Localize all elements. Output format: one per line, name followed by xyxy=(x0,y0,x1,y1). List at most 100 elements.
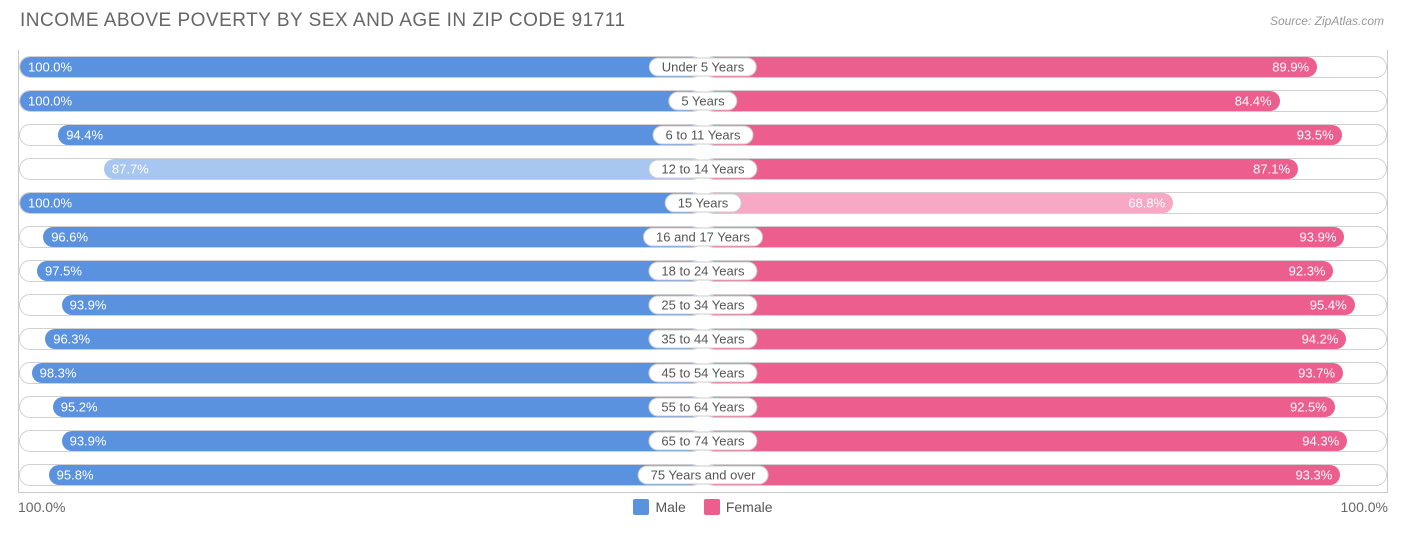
female-half: 92.5% xyxy=(703,390,1387,424)
legend-female-label: Female xyxy=(726,499,773,515)
female-value-label: 87.1% xyxy=(1253,162,1290,177)
chart-rows: 100.0%89.9%Under 5 Years100.0%84.4%5 Yea… xyxy=(18,50,1388,493)
male-track: 93.9% xyxy=(19,430,703,452)
male-half: 93.9% xyxy=(19,288,703,322)
female-value-label: 68.8% xyxy=(1128,196,1165,211)
age-label: Under 5 Years xyxy=(649,58,757,77)
female-bar xyxy=(704,431,1347,451)
male-track: 100.0% xyxy=(19,56,703,78)
male-half: 95.8% xyxy=(19,458,703,492)
male-bar xyxy=(104,159,702,179)
chart-row: 93.9% 95.4% 25 to 34 Years xyxy=(19,288,1387,322)
female-bar xyxy=(704,363,1343,383)
legend-female: Female xyxy=(704,499,773,515)
chart-row: 96.3%94.2%35 to 44 Years xyxy=(19,322,1387,356)
male-half: 98.3% xyxy=(19,356,703,390)
female-value-label: 89.9% xyxy=(1272,60,1309,75)
age-label: 15 Years xyxy=(665,194,742,213)
female-bar xyxy=(704,57,1317,77)
male-half: 97.5% xyxy=(19,254,703,288)
female-value-label: 92.5% xyxy=(1290,400,1327,415)
male-bar xyxy=(32,363,702,383)
male-value-label: 97.5% xyxy=(45,264,82,279)
female-value-label: 93.3% xyxy=(1295,468,1332,483)
female-value-label: 95.4% xyxy=(1310,298,1347,313)
male-track: 100.0% xyxy=(19,192,703,214)
chart-row: 94.4%93.5%6 to 11 Years xyxy=(19,118,1387,152)
chart-container: INCOME ABOVE POVERTY BY SEX AND AGE IN Z… xyxy=(0,0,1406,525)
female-value-label: 93.5% xyxy=(1297,128,1334,143)
male-track: 94.4% xyxy=(19,124,703,146)
male-bar xyxy=(43,227,702,247)
chart-row: 95.8% 93.3% 75 Years and over xyxy=(19,458,1387,492)
female-bar xyxy=(704,465,1340,485)
legend-female-swatch xyxy=(704,499,720,515)
female-track: 92.5% xyxy=(703,396,1387,418)
male-bar xyxy=(37,261,702,281)
female-half: 95.4% xyxy=(703,288,1387,322)
male-half: 94.4% xyxy=(19,118,703,152)
legend-male-swatch xyxy=(633,499,649,515)
male-track: 95.8% xyxy=(19,464,703,486)
chart-row: 98.3%93.7%45 to 54 Years xyxy=(19,356,1387,390)
male-bar xyxy=(62,295,702,315)
female-track: 94.3% xyxy=(703,430,1387,452)
male-bar xyxy=(45,329,702,349)
female-value-label: 92.3% xyxy=(1289,264,1326,279)
female-half: 84.4% xyxy=(703,84,1387,118)
male-value-label: 98.3% xyxy=(40,366,77,381)
male-track: 97.5% xyxy=(19,260,703,282)
female-value-label: 93.9% xyxy=(1300,230,1337,245)
female-bar xyxy=(704,125,1342,145)
age-label: 65 to 74 Years xyxy=(648,432,757,451)
age-label: 75 Years and over xyxy=(638,466,769,485)
female-bar xyxy=(704,295,1355,315)
age-label: 55 to 64 Years xyxy=(648,398,757,417)
chart-footer: 100.0% Male Female 100.0% xyxy=(18,499,1388,515)
female-bar xyxy=(704,261,1333,281)
age-label: 16 and 17 Years xyxy=(643,228,763,247)
male-bar xyxy=(49,465,702,485)
legend-male-label: Male xyxy=(655,499,685,515)
female-value-label: 94.2% xyxy=(1302,332,1339,347)
female-half: 93.3% xyxy=(703,458,1387,492)
female-track: 93.7% xyxy=(703,362,1387,384)
chart-row: 87.7%87.1%12 to 14 Years xyxy=(19,152,1387,186)
female-half: 89.9% xyxy=(703,50,1387,84)
female-track: 92.3% xyxy=(703,260,1387,282)
female-half: 93.9% xyxy=(703,220,1387,254)
female-bar xyxy=(704,159,1298,179)
male-value-label: 95.2% xyxy=(61,400,98,415)
age-label: 25 to 34 Years xyxy=(648,296,757,315)
female-track: 93.5% xyxy=(703,124,1387,146)
male-track: 93.9% xyxy=(19,294,703,316)
female-track: 93.9% xyxy=(703,226,1387,248)
male-half: 100.0% xyxy=(19,186,703,220)
male-value-label: 96.3% xyxy=(53,332,90,347)
source-attribution: Source: ZipAtlas.com xyxy=(1270,14,1384,28)
male-value-label: 96.6% xyxy=(51,230,88,245)
legend: Male Female xyxy=(633,499,772,515)
female-bar xyxy=(704,91,1280,111)
chart-row: 97.5% 92.3% 18 to 24 Years xyxy=(19,254,1387,288)
male-half: 96.6% xyxy=(19,220,703,254)
age-label: 18 to 24 Years xyxy=(648,262,757,281)
male-value-label: 100.0% xyxy=(28,196,72,211)
male-bar xyxy=(58,125,702,145)
female-bar xyxy=(704,193,1173,213)
male-track: 100.0% xyxy=(19,90,703,112)
female-value-label: 94.3% xyxy=(1302,434,1339,449)
male-half: 87.7% xyxy=(19,152,703,186)
male-half: 100.0% xyxy=(19,50,703,84)
male-value-label: 100.0% xyxy=(28,60,72,75)
male-value-label: 93.9% xyxy=(70,434,107,449)
legend-male: Male xyxy=(633,499,685,515)
male-value-label: 94.4% xyxy=(66,128,103,143)
chart-row: 93.9% 94.3% 65 to 74 Years xyxy=(19,424,1387,458)
chart-row: 96.6% 93.9% 16 and 17 Years xyxy=(19,220,1387,254)
female-track: 95.4% xyxy=(703,294,1387,316)
female-track: 94.2% xyxy=(703,328,1387,350)
axis-right-label: 100.0% xyxy=(1341,499,1388,515)
female-half: 92.3% xyxy=(703,254,1387,288)
female-track: 89.9% xyxy=(703,56,1387,78)
